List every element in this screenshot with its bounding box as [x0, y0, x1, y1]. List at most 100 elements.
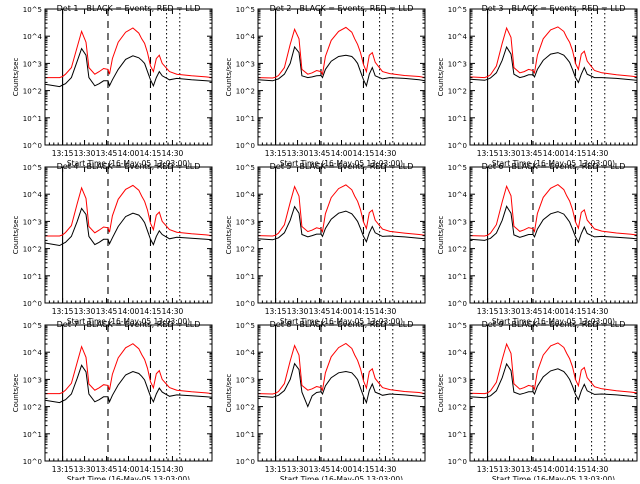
x-tick-label: 14:15 — [565, 307, 587, 316]
y-tick-label: 10^3 — [23, 218, 42, 226]
x-tick-label: 14:15 — [140, 307, 162, 316]
y-axis-label: Counts/sec — [437, 374, 445, 413]
x-tick-label: 14:15 — [353, 307, 375, 316]
panel-title: Det 3 - BLACK = Events, RED = LLD — [482, 4, 626, 13]
y-tick-label: 10^2 — [236, 404, 255, 412]
x-tick-label: 13:15 — [477, 149, 499, 158]
x-tick-label: 13:45 — [96, 465, 118, 474]
x-tick-label: 14:15 — [565, 149, 587, 158]
y-tick-label: 10^3 — [448, 376, 467, 384]
y-tick-label: 10^0 — [23, 300, 42, 308]
y-tick-label: 10^0 — [448, 458, 467, 466]
y-tick-label: 10^5 — [236, 322, 255, 330]
y-tick-label: 10^2 — [23, 404, 42, 412]
x-tick-label: 13:45 — [309, 149, 331, 158]
y-tick-label: 10^5 — [23, 322, 42, 330]
y-axis-label: Counts/sec — [12, 374, 20, 413]
y-tick-label: 10^3 — [236, 376, 255, 384]
y-tick-label: 10^4 — [448, 33, 468, 41]
plot-frame — [44, 324, 213, 462]
x-tick-label: 13:45 — [309, 307, 331, 316]
y-tick-label: 10^4 — [236, 349, 256, 357]
x-tick-label: 13:30 — [74, 149, 96, 158]
x-tick-label: 14:30 — [162, 465, 184, 474]
y-tick-label: 10^1 — [23, 431, 42, 439]
panel-det-4: 10^010^110^210^310^410^513:15 13:30 13:45 1… — [12, 162, 213, 326]
x-axis-label: Start Time (16-May-05 13:03:00) — [280, 317, 403, 326]
x-tick-label: 13:15 — [265, 307, 287, 316]
x-tick-label: 13:45 — [96, 307, 118, 316]
x-tick-label: 13:30 — [287, 307, 309, 316]
x-axis-label: Start Time (16-May-05 13:03:00) — [492, 317, 615, 326]
x-axis-label: Start Time (16-May-05 13:03:00) — [67, 475, 190, 480]
x-axis-label: Start Time (16-May-05 13:03:00) — [492, 475, 615, 480]
series-line-lld — [257, 342, 426, 395]
x-tick-label: 13:30 — [499, 307, 521, 316]
y-tick-label: 10^2 — [23, 88, 42, 96]
panel-title: Det 5 - BLACK = Events, RED = LLD — [270, 162, 414, 171]
x-tick-label: 14:30 — [587, 149, 609, 158]
x-axis-label: Start Time (16-May-05 13:03:00) — [67, 159, 190, 168]
panel-title: Det 1 - BLACK = Events, RED = LLD — [57, 4, 201, 13]
y-axis-label: Counts/sec — [225, 216, 233, 255]
series-line-lld — [257, 26, 426, 79]
y-tick-label: 10^1 — [236, 115, 255, 123]
y-tick-label: 10^2 — [236, 246, 255, 254]
series-line-events — [469, 362, 638, 401]
x-tick-label: 14:00 — [543, 465, 565, 474]
plot-frame — [44, 8, 213, 146]
x-axis-label: Start Time (16-May-05 13:03:00) — [280, 159, 403, 168]
panel-det-6: 10^010^110^210^310^410^513:15 13:30 13:45 1… — [437, 162, 638, 326]
series-line-events — [44, 207, 213, 247]
y-tick-label: 10^2 — [236, 88, 255, 96]
plot-frame — [469, 324, 638, 462]
series-line-events — [44, 47, 213, 88]
x-tick-label: 14:15 — [353, 465, 375, 474]
y-tick-label: 10^1 — [236, 431, 255, 439]
series-line-events — [257, 45, 426, 88]
plot-frame — [469, 8, 638, 146]
y-tick-label: 10^5 — [236, 164, 255, 172]
series-line-events — [469, 45, 638, 84]
x-tick-label: 14:15 — [353, 149, 375, 158]
y-axis-label: Counts/sec — [225, 374, 233, 413]
x-tick-label: 13:15 — [477, 307, 499, 316]
x-tick-label: 14:00 — [118, 307, 140, 316]
panel-det-9: 10^010^110^210^310^410^513:15 13:30 13:45 1… — [437, 320, 638, 484]
y-tick-label: 10^2 — [23, 246, 42, 254]
x-tick-label: 13:15 — [265, 465, 287, 474]
y-tick-label: 10^1 — [448, 115, 467, 123]
x-tick-label: 14:00 — [543, 307, 565, 316]
y-axis-label: Counts/sec — [437, 58, 445, 97]
series-line-events — [257, 362, 426, 408]
y-tick-label: 10^4 — [448, 191, 468, 199]
y-tick-label: 10^0 — [236, 142, 255, 150]
x-tick-label: 14:15 — [140, 149, 162, 158]
y-tick-label: 10^1 — [23, 115, 42, 123]
x-tick-label: 13:15 — [52, 149, 74, 158]
y-tick-label: 10^4 — [23, 33, 43, 41]
y-tick-label: 10^4 — [23, 191, 43, 199]
y-tick-label: 10^5 — [236, 6, 255, 14]
series-line-lld — [469, 26, 638, 79]
x-tick-label: 13:30 — [74, 465, 96, 474]
x-tick-label: 13:30 — [287, 465, 309, 474]
y-tick-label: 10^2 — [448, 88, 467, 96]
series-line-events — [257, 205, 426, 243]
y-tick-label: 10^3 — [448, 218, 467, 226]
y-tick-label: 10^0 — [448, 142, 467, 150]
y-axis-label: Counts/sec — [12, 58, 20, 97]
series-line-lld — [469, 184, 638, 237]
x-axis-label: Start Time (16-May-05 13:03:00) — [280, 475, 403, 480]
panel-title: Det 2 - BLACK = Events, RED = LLD — [270, 4, 414, 13]
y-tick-label: 10^5 — [448, 164, 467, 172]
panel-title: Det 8 - BLACK = Events, RED = LLD — [270, 320, 414, 329]
x-tick-label: 13:15 — [52, 307, 74, 316]
y-tick-label: 10^4 — [448, 349, 468, 357]
x-tick-label: 14:00 — [543, 149, 565, 158]
series-line-lld — [45, 184, 213, 237]
panel-title: Det 4 - BLACK = Events, RED = LLD — [57, 162, 201, 171]
y-tick-label: 10^5 — [23, 164, 42, 172]
